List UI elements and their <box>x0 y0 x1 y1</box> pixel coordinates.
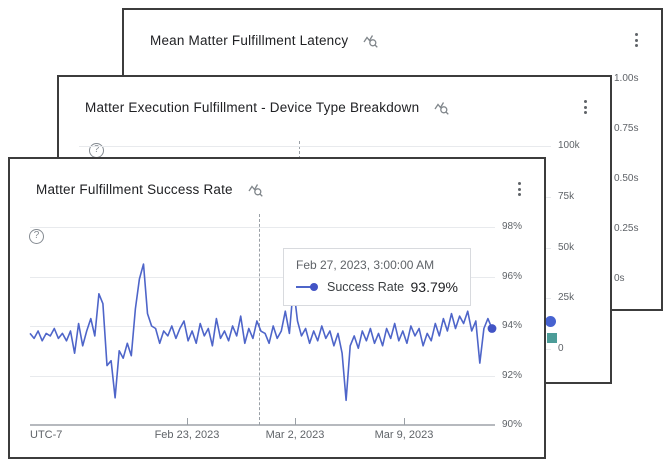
chart-crosshair-partial <box>299 141 300 159</box>
tooltip-series-row: Success Rate 93.79% <box>296 279 458 295</box>
y-axis-tick-label: 50k <box>558 241 575 253</box>
timezone-label: UTC-7 <box>30 429 63 441</box>
y-axis-tick-label: 0s <box>614 273 625 284</box>
tooltip-timestamp: Feb 27, 2023, 3:00:00 AM <box>296 258 435 272</box>
x-axis-line <box>30 424 495 426</box>
y-axis-tick-label: 96% <box>502 270 523 282</box>
x-axis-tick-label: Mar 9, 2023 <box>374 429 434 441</box>
gridline <box>30 227 495 228</box>
card-title: Mean Matter Fulfillment Latency <box>150 32 349 48</box>
chart-tooltip: Feb 27, 2023, 3:00:00 AM Success Rate 93… <box>283 248 471 306</box>
x-axis-tick <box>187 418 188 425</box>
y-axis-tick-label: 75k <box>558 190 575 202</box>
chart-plot-area[interactable] <box>30 214 495 425</box>
y-axis-tick-label: 0 <box>558 343 564 354</box>
x-axis-tick <box>404 418 405 425</box>
card-header: Matter Execution Fulfillment - Device Ty… <box>59 77 610 137</box>
tooltip-series-value: 93.79% <box>410 279 458 295</box>
x-axis-tick-label: Feb 23, 2023 <box>154 429 220 441</box>
series-point-marker-square <box>547 333 557 343</box>
y-axis-tick-label: 0.75s <box>614 123 639 134</box>
more-options-icon[interactable] <box>515 178 524 200</box>
y-axis-tick-label: 100k <box>558 140 580 151</box>
y-axis-tick-label: 94% <box>502 320 523 331</box>
card-title: Matter Execution Fulfillment - Device Ty… <box>85 99 420 115</box>
tooltip-series-label: Success Rate <box>327 280 405 294</box>
explore-chart-icon[interactable] <box>248 182 263 197</box>
y-axis-tick-label: 1.00s <box>614 73 639 84</box>
card-matter-fulfillment-success-rate: Matter Fulfillment Success Rate 98% 96% 94… <box>8 157 546 459</box>
card-header: Matter Fulfillment Success Rate <box>10 159 544 219</box>
help-icon[interactable] <box>29 229 44 244</box>
y-axis-tick-label: 90% <box>502 419 523 430</box>
series-point-marker-circle <box>545 316 556 327</box>
series-legend-marker <box>296 283 318 291</box>
more-options-icon[interactable] <box>632 29 641 51</box>
gridline <box>79 146 551 147</box>
explore-chart-icon[interactable] <box>434 100 450 115</box>
y-axis-tick-label: 92% <box>502 369 523 381</box>
card-title: Matter Fulfillment Success Rate <box>36 181 233 197</box>
y-axis-tick-label: 0.25s <box>614 223 639 234</box>
y-axis-tick-label: 98% <box>502 221 523 232</box>
y-axis-tick-label: 0.50s <box>614 173 639 184</box>
x-axis-tick <box>295 418 296 425</box>
card-header: Mean Matter Fulfillment Latency <box>124 10 661 70</box>
y-axis-tick-label: 25k <box>558 292 575 304</box>
explore-chart-icon[interactable] <box>363 33 379 48</box>
x-axis-tick-label: Mar 2, 2023 <box>265 429 325 441</box>
more-options-icon[interactable] <box>581 96 590 118</box>
